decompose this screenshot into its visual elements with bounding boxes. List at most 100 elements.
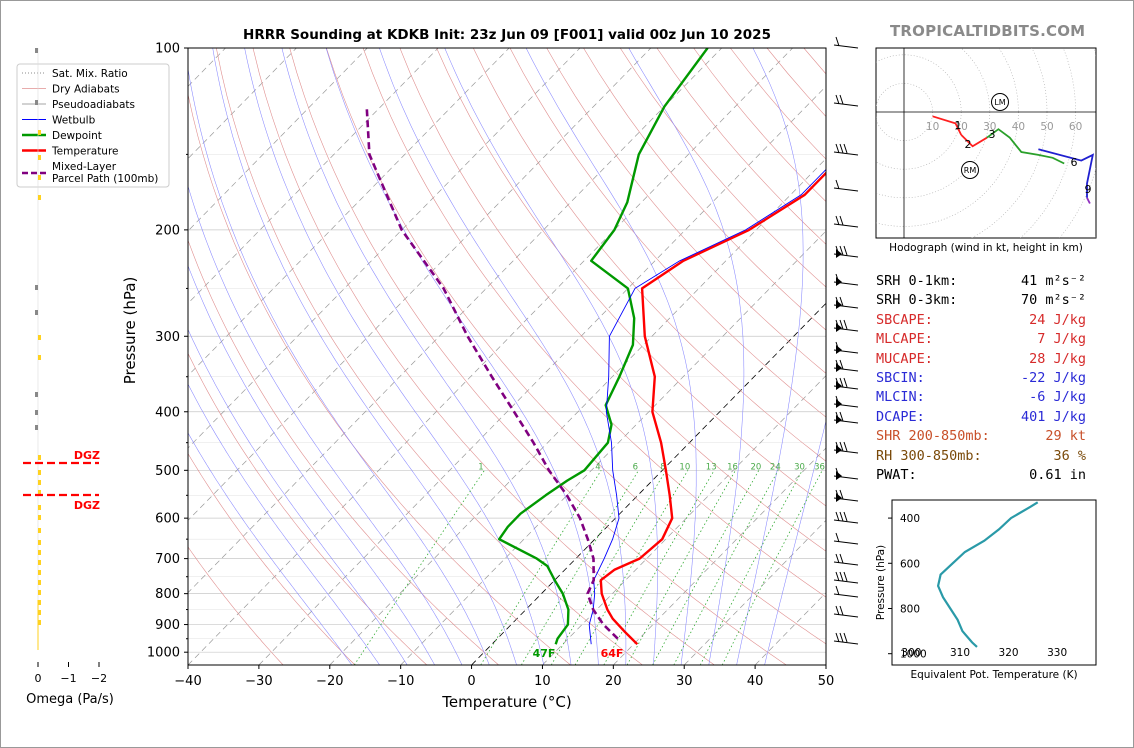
chart-legend: Sat. Mix. Ratio Dry Adiabats Pseudoadiabat…	[16, 63, 170, 188]
wind-barb	[833, 441, 859, 454]
index-row: RH 300-850mb: 36 %	[876, 447, 1086, 466]
omega-bar	[38, 195, 41, 200]
wind-barb	[833, 179, 859, 192]
omega-bar	[38, 155, 41, 160]
mixing-ratio-line	[603, 470, 715, 665]
isotherm	[542, 375, 826, 665]
theta-e-y-tick-label: 400	[900, 513, 920, 525]
dry-adiabat	[399, 48, 826, 552]
omega-bar	[38, 540, 41, 545]
isotherm	[188, 48, 510, 377]
isotherm	[258, 85, 826, 665]
y-tick-label: 300	[155, 330, 180, 345]
wind-barb	[833, 467, 859, 480]
x-tick-label: 50	[818, 674, 835, 689]
x-tick-label: 0	[467, 674, 475, 689]
omega-x-tick-label: −1	[60, 672, 76, 685]
index-value: 36 %	[1053, 447, 1086, 464]
hodograph-caption: Hodograph (wind in kt, height in km)	[889, 242, 1083, 254]
index-value: 7 J/kg	[1037, 331, 1086, 348]
wetbulb-line	[588, 168, 826, 645]
mixing-ratio-line	[521, 470, 639, 665]
theta-e-x-tick-label: 300	[901, 647, 921, 659]
wind-barb	[833, 511, 859, 524]
isotherm	[471, 302, 826, 665]
y-tick-label: 100	[155, 42, 180, 57]
hodograph-frame	[875, 47, 1097, 239]
theta-e-x-tick-label: 320	[999, 647, 1019, 659]
wind-barb	[833, 489, 859, 502]
wind-barb	[833, 411, 859, 424]
index-label: PWAT:	[876, 466, 917, 483]
index-label: MUCAPE:	[876, 350, 933, 367]
omega-bar	[35, 100, 38, 105]
dry-adiabat	[188, 92, 571, 665]
index-label: DCAPE:	[876, 408, 925, 425]
index-row: PWAT: 0.61 in	[876, 466, 1086, 485]
theta-e-line	[936, 501, 1039, 648]
omega-bar	[38, 130, 41, 135]
omega-bar	[38, 590, 41, 595]
mixing-ratio-label: 8	[660, 463, 665, 473]
index-row: SBCIN: -22 J/kg	[876, 369, 1086, 388]
omega-bar	[38, 455, 41, 460]
hodograph-segment	[932, 115, 963, 136]
hodograph-segment	[1086, 197, 1091, 204]
isotherm	[188, 48, 723, 594]
sounding-indices: SRH 0-1km: 41 m²s⁻² SRH 0-3km: 70 m²s⁻² SBCA…	[876, 272, 1086, 485]
legend-label: Wetbulb	[52, 115, 96, 127]
legend-label: Dry Adiabats	[52, 84, 120, 96]
hodograph-ring-label: 10	[926, 121, 939, 133]
dry-adiabat	[546, 48, 826, 374]
omega-x-tick-label: 0	[35, 672, 42, 685]
omega-bar	[35, 310, 38, 315]
y-tick-label: 900	[155, 618, 180, 633]
mixing-ratio-label: 6	[633, 463, 638, 473]
omega-x-axis-label: Omega (Pa/s)	[26, 692, 114, 707]
y-tick-label: 1000	[147, 646, 180, 661]
hodograph-height-label: 2	[965, 138, 972, 151]
skewt-frame	[187, 47, 827, 666]
temperature-line	[599, 171, 826, 646]
hodograph-ring-label: 40	[1012, 121, 1025, 133]
moist-adiabat	[525, 48, 697, 665]
isotherm	[188, 48, 793, 665]
hodograph-segment	[960, 134, 988, 148]
theta-e-y-tick-label: 800	[900, 603, 920, 615]
mixing-ratio-label: 36	[814, 463, 825, 473]
omega-bar	[38, 515, 41, 520]
chart-title: HRRR Sounding at KDKB Init: 23z Jun 09 […	[243, 27, 771, 43]
moist-adiabat	[188, 432, 353, 665]
moist-adiabat	[188, 328, 408, 665]
dry-adiabat	[362, 48, 826, 598]
moist-adiabat	[281, 48, 572, 665]
y-tick-label: 600	[155, 512, 180, 527]
y-tick-label: 500	[155, 464, 180, 479]
index-label: SHR 200-850mb:	[876, 428, 990, 445]
omega-bar	[38, 355, 41, 360]
mixing-ratio-label: 16	[727, 463, 738, 473]
hodograph-height-label: 3	[989, 128, 996, 141]
hodograph-ring-label: 60	[1069, 121, 1082, 133]
index-label: SBCAPE:	[876, 311, 933, 328]
omega-bar	[38, 490, 41, 495]
moist-adiabat	[188, 383, 380, 665]
index-value: 401 J/kg	[1020, 408, 1086, 425]
omega-bar	[38, 570, 41, 575]
y-axis-label: Pressure (hPa)	[121, 277, 139, 385]
hodograph-height-label: 6	[1071, 156, 1078, 169]
index-value: -6 J/kg	[1029, 389, 1086, 406]
isotherm	[188, 48, 652, 521]
omega-bar	[35, 425, 38, 430]
storm-motion-label: LM	[994, 98, 1005, 107]
index-label: MLCIN:	[876, 389, 925, 406]
omega-bar	[38, 470, 41, 475]
mixing-ratio-line	[550, 470, 667, 665]
isotherm	[188, 48, 581, 449]
dgz-label-top: DGZ	[74, 449, 100, 462]
index-label: SRH 0-1km:	[876, 273, 958, 289]
mixing-ratio-label: 1	[478, 463, 483, 473]
index-value: 24 J/kg	[1029, 311, 1086, 328]
wind-barb	[833, 341, 859, 354]
